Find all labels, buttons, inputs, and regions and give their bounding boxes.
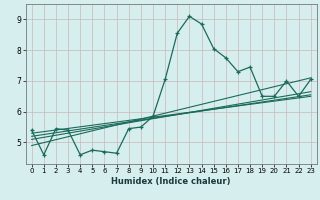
X-axis label: Humidex (Indice chaleur): Humidex (Indice chaleur) [111,177,231,186]
